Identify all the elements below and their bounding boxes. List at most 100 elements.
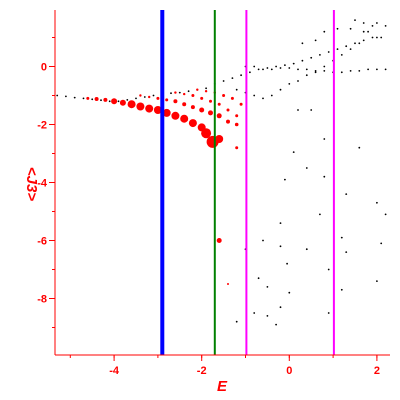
data-point [336,48,339,50]
x-axis-title: E [217,378,228,395]
data-point [86,96,90,100]
data-point [279,67,282,69]
data-point [227,283,229,285]
data-point [103,97,108,102]
data-point [117,100,120,103]
data-point [119,99,126,106]
data-point [73,96,76,99]
data-point [139,94,142,97]
data-point [349,70,352,72]
data-point [340,71,343,74]
data-point [314,39,317,42]
data-point [209,99,212,103]
points-layer [56,19,387,326]
data-point [216,238,222,243]
data-point [234,122,239,127]
data-point [323,175,326,178]
data-point [178,91,181,94]
data-point [345,193,348,196]
data-point [286,262,288,265]
data-point [266,67,269,69]
data-point [208,110,213,116]
data-point [126,99,129,101]
data-point [111,98,118,105]
data-point [367,30,369,33]
data-point [215,135,224,143]
data-point [362,39,365,42]
data-point [358,42,361,45]
data-point [319,54,321,56]
data-point [152,94,155,97]
data-point [376,36,378,39]
data-point [284,64,286,66]
y-tick-label: -8 [37,294,47,306]
data-point [165,98,169,102]
data-point [301,59,304,62]
data-point [201,128,212,139]
data-point [200,96,204,100]
data-point [217,102,221,106]
data-point [266,286,269,288]
data-point [235,146,239,150]
data-point [371,36,374,39]
data-point [305,167,308,169]
data-point [336,27,339,30]
data-point [262,97,264,100]
data-point [297,80,299,82]
data-point [231,77,234,79]
data-point [384,68,387,71]
data-point [190,105,195,110]
data-point [270,68,273,71]
data-point [205,87,208,90]
data-point [253,94,256,97]
data-point [266,315,269,317]
data-point [376,22,378,24]
data-point [310,109,313,111]
data-point [270,94,273,97]
data-point [349,48,352,50]
data-point [305,74,308,77]
data-point [91,98,94,101]
data-point [191,94,195,97]
data-point [340,54,343,56]
y-tick-label: -6 [37,236,47,248]
data-point [148,95,151,99]
data-point [226,108,230,112]
data-point [173,99,178,104]
data-point [226,119,230,124]
data-point [279,88,282,91]
data-point [65,95,67,98]
data-point [204,90,208,93]
data-point [358,70,361,72]
data-point [235,320,238,323]
data-point [257,277,260,280]
data-point [143,96,146,98]
data-point [323,70,326,72]
data-point [136,102,145,111]
data-point [230,96,234,100]
data-point [323,65,326,68]
data-point [239,102,243,106]
data-point [288,83,291,85]
axes-layer [54,10,390,356]
data-point [354,42,356,45]
data-point [82,97,85,100]
data-point [327,312,330,314]
data-point [262,68,264,71]
data-point [367,68,369,71]
data-point [314,71,317,74]
ticks-layer: -4 -2 0 2 0 -2 -4 -6 -8 [37,37,380,377]
data-point [319,213,321,216]
data-point [362,22,365,24]
data-point [279,222,282,225]
data-point [196,88,199,91]
data-point [222,80,225,82]
data-point [108,100,111,103]
data-point [188,119,197,128]
data-point [153,106,162,114]
data-point [100,99,102,102]
data-point [171,111,180,120]
y-tick-label: -2 [37,120,47,132]
data-point [376,201,378,204]
